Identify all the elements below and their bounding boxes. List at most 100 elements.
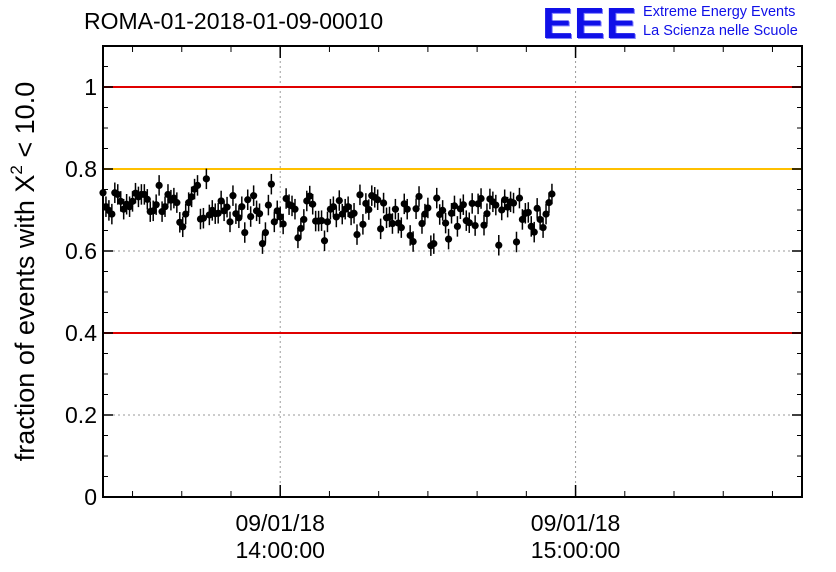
data-point <box>229 192 237 200</box>
data-point <box>164 190 172 199</box>
data-point <box>512 238 521 246</box>
data-point <box>418 219 426 228</box>
data-point <box>412 205 420 213</box>
data-point <box>270 218 278 226</box>
data-point <box>477 194 485 203</box>
data-point <box>515 194 524 202</box>
data-point <box>329 203 337 211</box>
data-point <box>306 192 314 200</box>
data-point <box>442 219 450 227</box>
y-axis-label: fraction of events with X2 < 10.0 <box>7 82 40 461</box>
data-point <box>261 228 270 237</box>
data-point <box>294 234 302 242</box>
data-point <box>400 200 408 208</box>
data-point <box>388 219 397 228</box>
x-tick-label-time: 15:00:00 <box>531 537 621 563</box>
data-series <box>99 168 556 256</box>
data-point <box>536 215 544 224</box>
data-point <box>527 222 535 230</box>
data-point <box>362 199 370 208</box>
data-point <box>182 210 190 218</box>
data-point <box>374 196 382 204</box>
data-point <box>542 210 550 218</box>
data-point <box>149 207 157 215</box>
data-point <box>108 210 116 218</box>
data-point <box>152 201 160 209</box>
y-tick-label: 0.8 <box>65 156 97 182</box>
data-point <box>391 205 399 213</box>
axis-ticks: 00.20.40.60.8109/01/1814:00:0009/01/1815… <box>65 46 802 563</box>
data-point <box>433 194 441 202</box>
data-point <box>501 196 509 204</box>
data-point <box>359 220 367 228</box>
y-tick-label: 0 <box>84 484 97 510</box>
data-point <box>179 223 187 231</box>
y-tick-label: 1 <box>84 74 97 100</box>
data-point <box>483 210 491 218</box>
data-point <box>264 201 272 209</box>
data-point <box>155 181 163 189</box>
data-point <box>504 203 512 211</box>
y-axis-label-chi: X <box>10 175 40 193</box>
data-point <box>344 203 352 211</box>
data-point <box>415 192 423 201</box>
chart-title: ROMA-01-2018-01-09-00010 <box>84 8 384 34</box>
data-point <box>238 203 246 211</box>
y-tick-label: 0.6 <box>65 238 97 264</box>
data-point <box>406 231 414 240</box>
y-axis-label-prefix: fraction of events with <box>10 193 40 462</box>
data-point <box>193 181 202 189</box>
data-point <box>397 224 405 232</box>
data-point <box>247 212 255 221</box>
data-point <box>258 240 267 248</box>
data-point <box>356 191 364 199</box>
data-point <box>291 205 299 213</box>
data-point <box>492 201 500 209</box>
data-point <box>276 213 284 221</box>
logo-mark: EEE <box>542 0 638 48</box>
logo-text: Extreme Energy Events La Scienza nelle S… <box>643 3 798 41</box>
data-point <box>524 208 532 217</box>
data-point <box>424 204 432 212</box>
x-tick-label-time: 14:00:00 <box>235 537 325 563</box>
data-point <box>480 221 488 229</box>
data-point <box>114 190 122 199</box>
data-point <box>545 199 553 207</box>
data-point <box>471 221 479 230</box>
data-point <box>533 204 541 212</box>
data-point <box>353 231 361 239</box>
data-point <box>518 215 527 224</box>
data-point <box>548 190 556 198</box>
data-point <box>250 192 258 200</box>
data-point <box>235 214 243 222</box>
logo-line-2: La Scienza nelle Scuole <box>643 23 798 39</box>
data-point <box>447 209 456 217</box>
data-point <box>161 203 169 211</box>
data-point <box>143 195 151 203</box>
eee-logo: EEE Extreme Energy Events La Scienza nel… <box>542 2 798 46</box>
data-point <box>495 241 503 249</box>
data-point <box>226 218 234 226</box>
data-point <box>173 199 181 207</box>
data-point <box>379 199 388 207</box>
x-tick-label-date: 09/01/18 <box>531 510 621 536</box>
data-point <box>273 207 281 215</box>
logo-line-1: Extreme Energy Events <box>643 4 796 20</box>
data-point <box>223 203 231 211</box>
data-point <box>199 214 208 222</box>
data-point <box>421 210 429 218</box>
data-point <box>453 222 462 230</box>
data-point <box>530 228 538 236</box>
data-point <box>468 199 476 208</box>
data-point <box>409 237 417 246</box>
data-point <box>465 219 473 227</box>
reference-lines <box>103 86 802 334</box>
data-point <box>217 197 225 205</box>
data-point <box>185 199 193 207</box>
data-point <box>439 206 447 215</box>
data-point <box>267 180 275 188</box>
data-point <box>317 217 326 225</box>
data-point <box>498 206 506 214</box>
data-point <box>255 210 264 218</box>
data-point <box>282 194 290 203</box>
